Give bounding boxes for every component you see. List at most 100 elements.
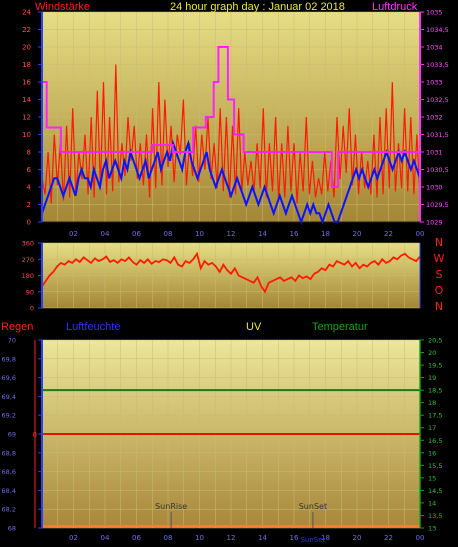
- wind-x-tick-label: 02: [69, 230, 78, 238]
- humidity-y-tick-label: 68: [8, 525, 16, 533]
- humidity-y-tick-label: 69: [8, 431, 16, 439]
- bottom-x-tick-label: 04: [101, 534, 110, 542]
- temperature-y-tick-label: 20,5: [428, 337, 442, 345]
- wind-y-tick-label: 6: [27, 166, 32, 174]
- wind-y-tick-label: 0: [27, 219, 31, 227]
- humidity-y-tick-label: 69,6: [2, 374, 16, 382]
- pressure-y-tick-label: 1030: [426, 184, 443, 192]
- wind-gust-line: [41, 64, 421, 204]
- wind-y-tick-label: 4: [27, 184, 32, 192]
- bottom-x-tick-label: 10: [195, 534, 204, 542]
- wind-x-tick-label: 14: [258, 230, 267, 238]
- bottom-x-tick-label: 18: [321, 534, 330, 542]
- temperature-y-tick-label: 16,5: [428, 437, 442, 445]
- temperature-y-tick-label: 17: [428, 424, 436, 432]
- compass-label: W: [434, 252, 445, 265]
- pressure-y-tick-label: 1029,5: [426, 201, 449, 209]
- compass-label: O: [435, 284, 444, 297]
- wind-x-tick-label: 22: [384, 230, 393, 238]
- wind-y-tick-label: 16: [22, 79, 31, 87]
- pressure-y-tick-label: 1031: [426, 149, 443, 157]
- pressure-y-tick-label: 1033,5: [426, 61, 449, 69]
- bottom-x-tick-label: 20: [353, 534, 362, 542]
- wind-y-tick-label: 8: [27, 149, 31, 157]
- wind-x-tick-label: 20: [353, 230, 362, 238]
- compass-label: N: [435, 300, 443, 313]
- bottom-x-tick-label: 14: [258, 534, 267, 542]
- bottom-x-tick-label: 22: [384, 534, 393, 542]
- temperature-y-tick-label: 14,5: [428, 487, 442, 495]
- compass-label: N: [435, 236, 443, 249]
- wind-x-tick-label: 00: [416, 230, 425, 238]
- wind-y-tick-label: 10: [22, 131, 31, 139]
- pressure-y-tick-label: 1034,5: [426, 26, 449, 34]
- humidity-label: Luftfeuchte: [66, 321, 121, 333]
- temperature-y-tick-label: 15: [428, 474, 436, 482]
- temperature-y-tick-label: 13: [428, 525, 436, 533]
- wind-direction-line: [41, 251, 421, 294]
- temperature-y-tick-label: 20: [428, 349, 436, 357]
- temperature-y-tick-label: 15,5: [428, 462, 442, 470]
- pressure-line: [42, 46, 420, 188]
- sunrise-label: SunRise: [155, 502, 187, 511]
- pressure-y-tick-label: 1030,5: [426, 166, 449, 174]
- bottom-x-tick-label: 12: [227, 534, 236, 542]
- temperature-y-tick-label: 18,5: [428, 387, 442, 395]
- humidity-y-tick-label: 69,2: [2, 412, 16, 420]
- pressure-label: Luftdruck: [372, 1, 418, 13]
- wind-mean-line: [41, 139, 421, 226]
- bottom-x-tick-label: 00: [416, 534, 425, 542]
- sunset-label: SunSet: [299, 502, 327, 511]
- direction-y-tick-label: 90: [26, 288, 34, 296]
- bottom-x-tick-label: 02: [69, 534, 78, 542]
- uv-label: UV: [246, 321, 262, 333]
- rain-label: Regen: [1, 321, 34, 333]
- humidity-y-tick-label: 70: [8, 337, 16, 345]
- humidity-y-tick-label: 68,4: [2, 487, 16, 495]
- wind-x-tick-label: 08: [164, 230, 173, 238]
- temperature-y-tick-label: 18: [428, 399, 436, 407]
- wind-y-tick-label: 18: [22, 61, 31, 69]
- direction-y-tick-label: 0: [30, 305, 34, 313]
- wind-y-tick-label: 20: [22, 44, 31, 52]
- wind-x-tick-label: 12: [227, 230, 236, 238]
- wind-y-tick-label: 22: [22, 26, 31, 34]
- direction-y-tick-label: 270: [22, 256, 34, 264]
- humidity-y-tick-label: 68,2: [2, 506, 16, 514]
- temperature-y-tick-label: 16: [428, 449, 436, 457]
- direction-y-tick-label: 180: [22, 272, 34, 280]
- wind-y-tick-label: 24: [22, 9, 31, 17]
- sunset-axis-label: SunSet: [300, 536, 325, 543]
- wind-speed-label: Windstärke: [35, 1, 91, 13]
- wind-x-tick-label: 04: [101, 230, 110, 238]
- wind-y-tick-label: 12: [22, 114, 31, 122]
- temperature-y-tick-label: 17,5: [428, 412, 442, 420]
- wind-x-tick-label: 10: [195, 230, 204, 238]
- temperature-y-tick-label: 14: [428, 499, 436, 507]
- humidity-y-tick-label: 69,8: [2, 355, 16, 363]
- temperature-y-tick-label: 13,5: [428, 512, 442, 520]
- bottom-x-tick-label: 08: [164, 534, 173, 542]
- humidity-y-tick-label: 68,6: [2, 468, 16, 476]
- wind-x-tick-label: 18: [321, 230, 330, 238]
- temperature-label: Temperatur: [312, 321, 368, 333]
- direction-y-tick-label: 360: [22, 240, 34, 248]
- pressure-y-tick-label: 1035: [426, 9, 443, 17]
- temperature-y-tick-label: 19,5: [428, 362, 442, 370]
- temperature-y-tick-label: 19: [428, 374, 436, 382]
- chart-title: 24 hour graph day : Januar 02 2018: [170, 1, 345, 13]
- humidity-y-tick-label: 68,8: [2, 449, 16, 457]
- pressure-y-tick-label: 1032: [426, 114, 443, 122]
- bottom-x-tick-label: 16: [290, 534, 299, 542]
- humidity-y-tick-label: 69,4: [2, 393, 16, 401]
- pressure-y-tick-label: 1029: [426, 219, 443, 227]
- pressure-y-tick-label: 1031,5: [426, 131, 449, 139]
- pressure-y-tick-label: 1032,5: [426, 96, 449, 104]
- pressure-y-tick-label: 1033: [426, 79, 443, 87]
- compass-label: S: [436, 268, 443, 281]
- bottom-x-tick-label: 06: [132, 534, 141, 542]
- wind-y-tick-label: 14: [22, 96, 31, 104]
- wind-x-tick-label: 16: [290, 230, 299, 238]
